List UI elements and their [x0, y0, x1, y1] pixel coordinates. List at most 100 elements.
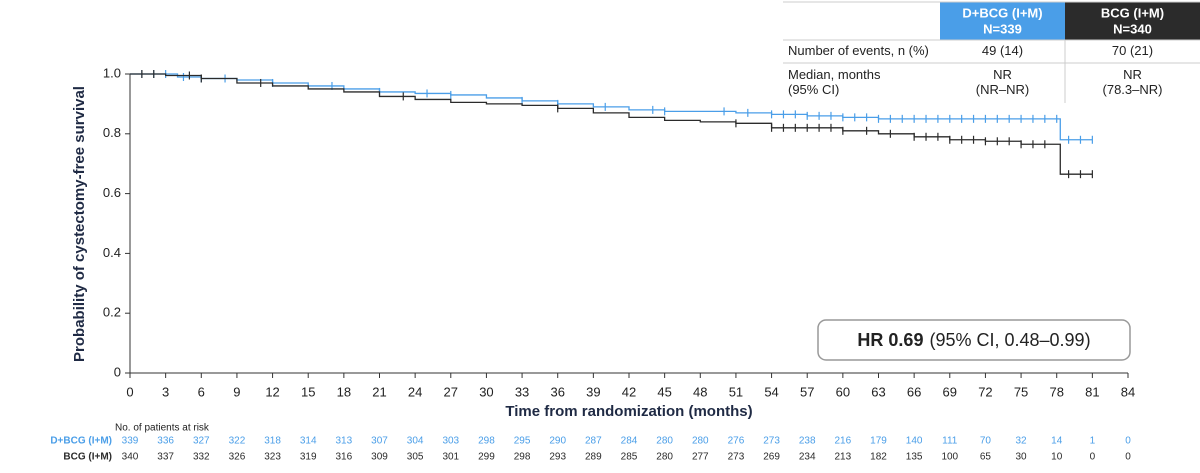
x-tick-label: 42	[622, 384, 636, 399]
risk-count: 30	[1016, 452, 1028, 463]
risk-row-name: BCG (I+M)	[63, 452, 112, 463]
risk-count: 339	[122, 436, 139, 447]
risk-count: 322	[229, 436, 246, 447]
risk-count: 269	[763, 452, 780, 463]
risk-count: 340	[122, 452, 139, 463]
risk-count: 280	[656, 452, 673, 463]
risk-count: 0	[1125, 436, 1131, 447]
risk-count: 298	[514, 452, 531, 463]
table-cell: NR	[1123, 67, 1142, 82]
risk-count: 32	[1016, 436, 1028, 447]
risk-count: 213	[835, 452, 852, 463]
risk-count: 70	[980, 436, 992, 447]
risk-count: 309	[371, 452, 388, 463]
risk-count: 319	[300, 452, 317, 463]
table-cell: 49 (14)	[982, 43, 1023, 58]
row-label: Median, months	[788, 67, 881, 82]
x-tick-label: 54	[764, 384, 778, 399]
risk-count: 0	[1090, 452, 1096, 463]
risk-count: 100	[941, 452, 958, 463]
risk-count: 316	[336, 452, 353, 463]
x-tick-label: 60	[836, 384, 850, 399]
column-name: D+BCG (I+M)	[962, 5, 1042, 20]
survival-curve	[130, 73, 1093, 175]
risk-count: 323	[264, 452, 281, 463]
risk-count: 299	[478, 452, 495, 463]
hr-box	[817, 319, 1131, 361]
y-tick-label: 0.6	[103, 185, 121, 200]
table-cell: (NR–NR)	[976, 82, 1029, 97]
risk-count: 111	[942, 436, 958, 447]
x-tick-label: 0	[126, 384, 133, 399]
x-tick-label: 33	[515, 384, 529, 399]
hr-text: HR 0.69 (95% CI, 0.48–0.99)	[857, 330, 1090, 350]
risk-count: 337	[157, 452, 174, 463]
risk-count: 14	[1051, 436, 1063, 447]
x-tick-label: 51	[729, 384, 743, 399]
x-tick-label: 75	[1014, 384, 1028, 399]
risk-count: 290	[549, 436, 566, 447]
x-tick-label: 18	[337, 384, 351, 399]
plot: 00.20.40.60.81.00 3 6 9 12 15 18 21 24 27 30 33 36 39…	[103, 65, 1135, 399]
y-tick-label: 0.4	[103, 245, 121, 260]
risk-count: 326	[229, 452, 246, 463]
x-tick-label: 27	[444, 384, 458, 399]
y-tick-label: 1.0	[103, 65, 121, 80]
x-tick-label: 6	[198, 384, 205, 399]
risk-count: 301	[442, 452, 459, 463]
x-tick-label: 36	[550, 384, 564, 399]
risk-title: No. of patients at risk	[115, 423, 210, 434]
risk-count: 182	[870, 452, 887, 463]
x-tick-label: 9	[233, 384, 240, 399]
x-tick-label: 69	[943, 384, 957, 399]
risk-count: 140	[906, 436, 923, 447]
risk-count: 314	[300, 436, 317, 447]
x-tick-label: 48	[693, 384, 707, 399]
column-header	[940, 2, 1065, 40]
risk-count: 238	[799, 436, 816, 447]
risk-count: 135	[906, 452, 923, 463]
column-n: N=339	[983, 21, 1022, 36]
table-cell: 70 (21)	[1112, 43, 1153, 58]
table-cell: NR	[993, 67, 1012, 82]
risk-count: 273	[728, 452, 745, 463]
column-name: BCG (I+M)	[1101, 5, 1164, 20]
risk-count: 280	[692, 436, 709, 447]
risk-count: 336	[157, 436, 174, 447]
risk-count: 318	[264, 436, 281, 447]
row-label: (95% CI)	[788, 82, 839, 97]
x-tick-label: 45	[657, 384, 671, 399]
x-tick-label: 63	[871, 384, 885, 399]
risk-count: 234	[799, 452, 816, 463]
risk-count: 276	[728, 436, 745, 447]
risk-count: 287	[585, 436, 602, 447]
hr-label: HR 0.69	[857, 330, 923, 350]
risk-count: 0	[1125, 452, 1131, 463]
risk-count: 295	[514, 436, 531, 447]
summary-table: D+BCG (I+M)N=339 BCG (I+M)N=340 Number of …	[783, 1, 1200, 103]
risk-count: 1	[1090, 436, 1096, 447]
x-tick-label: 57	[800, 384, 814, 399]
risk-count: 284	[621, 436, 638, 447]
risk-row-name: D+BCG (I+M)	[50, 436, 112, 447]
y-axis-title: Probability of cystectomy-free survival	[71, 86, 88, 362]
risk-count: 285	[621, 452, 638, 463]
x-tick-label: 21	[372, 384, 386, 399]
x-tick-label: 30	[479, 384, 493, 399]
risk-count: 280	[656, 436, 673, 447]
x-tick-label: 39	[586, 384, 600, 399]
x-tick-label: 24	[408, 384, 422, 399]
risk-count: 293	[549, 452, 566, 463]
x-tick-label: 66	[907, 384, 921, 399]
x-axis-title: Time from randomization (months)	[505, 403, 752, 420]
x-tick-label: 12	[265, 384, 279, 399]
x-tick-label: 84	[1121, 384, 1135, 399]
x-tick-label: 78	[1049, 384, 1063, 399]
risk-count: 277	[692, 452, 709, 463]
risk-count: 304	[407, 436, 424, 447]
risk-count: 332	[193, 452, 210, 463]
x-tick-label: 15	[301, 384, 315, 399]
risk-count: 298	[478, 436, 495, 447]
risk-count: 327	[193, 436, 210, 447]
